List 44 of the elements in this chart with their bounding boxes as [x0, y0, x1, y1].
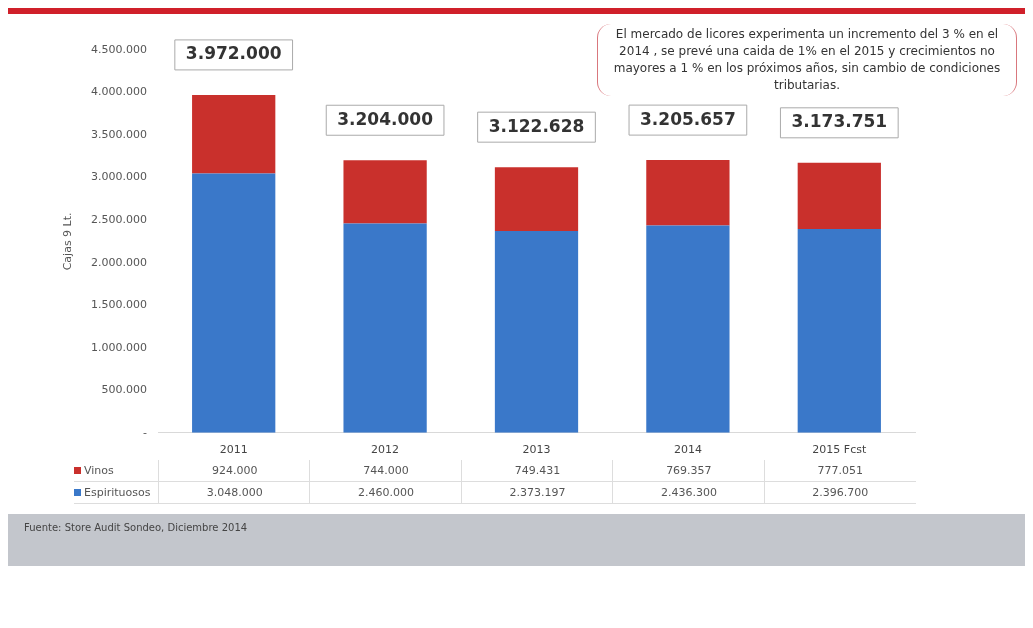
data-label: 749.431	[460, 460, 614, 482]
total-label: 3.122.628	[488, 115, 585, 136]
y-tick-label: 1.000.000	[91, 340, 147, 354]
bar	[646, 225, 730, 433]
bar	[192, 94, 276, 174]
y-tick-label: 1.500.000	[91, 298, 147, 312]
x-tick-label: 2015 Fcst	[812, 443, 867, 457]
bar	[343, 223, 427, 433]
bar	[797, 228, 881, 433]
bar	[343, 160, 427, 224]
y-tick-label: 3.500.000	[91, 127, 147, 141]
total-label: 3.205.657	[640, 108, 736, 129]
x-tick-label: 2011	[219, 443, 248, 457]
data-label: 769.357	[612, 460, 765, 482]
total-label: 3.204.000	[337, 108, 434, 129]
legend-label: Espirituosos	[84, 486, 151, 499]
y-tick-label: 4.000.000	[91, 85, 147, 99]
y-axis-title: Cajas 9 Lt.	[61, 212, 75, 271]
x-tick-label: 2012	[371, 443, 400, 457]
data-label: 3.048.000	[158, 482, 311, 504]
bar	[494, 167, 579, 231]
bar	[494, 230, 579, 433]
x-tick-label: 2013	[522, 443, 551, 457]
bar	[797, 162, 881, 229]
data-label: 924.000	[158, 460, 311, 482]
data-label: 2.373.197	[460, 482, 614, 504]
legend-label: Vinos	[84, 464, 114, 477]
y-tick-label: -	[143, 425, 148, 439]
y-tick-label: 4.500.000	[91, 42, 147, 56]
bar	[192, 173, 276, 433]
data-label: 777.051	[763, 460, 916, 482]
y-tick-label: 2.500.000	[91, 212, 147, 226]
data-label: 2.436.300	[612, 482, 765, 504]
y-tick-label: 3.000.000	[91, 170, 147, 184]
data-label: 744.000	[309, 460, 462, 482]
data-label: 2.460.000	[309, 482, 462, 504]
source-note: Fuente: Store Audit Sondeo, Diciembre 2014	[24, 522, 249, 533]
x-tick-label: 2014	[673, 443, 702, 457]
bar	[646, 160, 730, 226]
total-label: 3.972.000	[185, 43, 282, 64]
y-tick-label: 2.000.000	[91, 255, 147, 269]
data-label: 2.396.700	[763, 482, 916, 504]
y-tick-label: 500.000	[101, 383, 147, 397]
total-label: 3.173.751	[791, 111, 888, 132]
